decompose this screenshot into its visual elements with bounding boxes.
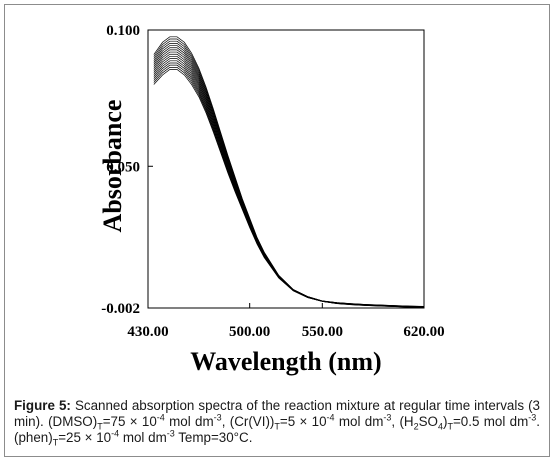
- y-tick-label: 0.050: [106, 159, 140, 175]
- x-tick-label: 620.00: [403, 324, 444, 340]
- spectrum-line-14: [153, 64, 425, 308]
- spectrum-line-16: [153, 69, 425, 308]
- spectrum-line-13: [153, 62, 425, 308]
- spectrum-line-7: [153, 49, 425, 308]
- figure-caption: Figure 5: Scanned absorption spectra of …: [14, 398, 541, 448]
- x-tick-label: 430.00: [127, 324, 168, 340]
- y-axis-title: Absorbance: [98, 100, 127, 233]
- y-tick-label: -0.002: [101, 301, 140, 317]
- plot-area-border: [147, 29, 425, 309]
- spectrum-line-15: [153, 66, 425, 308]
- x-axis-title: Wavelength (nm): [190, 347, 381, 376]
- x-tick-label: 500.00: [229, 324, 270, 340]
- x-tick-label: 550.00: [302, 324, 343, 340]
- spectrum-line-12: [153, 60, 425, 308]
- spectrum-line-10: [153, 56, 425, 308]
- spectrum-line-9: [153, 53, 425, 308]
- caption-text: Scanned absorption spectra of the reacti…: [14, 398, 541, 448]
- spectrum-line-11: [153, 58, 425, 308]
- y-axis-ticks: -0.002 0.050 0.100: [101, 23, 153, 317]
- y-tick-label: 0.100: [106, 23, 140, 39]
- absorption-spectra-chart: 430.00 500.00 550.00 620.00 -0.002 0.050 0.10…: [98, 23, 445, 376]
- caption-label: Figure 5:: [14, 398, 71, 413]
- spectra-group: [153, 36, 425, 308]
- spectrum-line-8: [153, 51, 425, 308]
- x-axis-ticks: 430.00 500.00 550.00 620.00: [127, 303, 445, 340]
- figure-frame: [4, 4, 550, 457]
